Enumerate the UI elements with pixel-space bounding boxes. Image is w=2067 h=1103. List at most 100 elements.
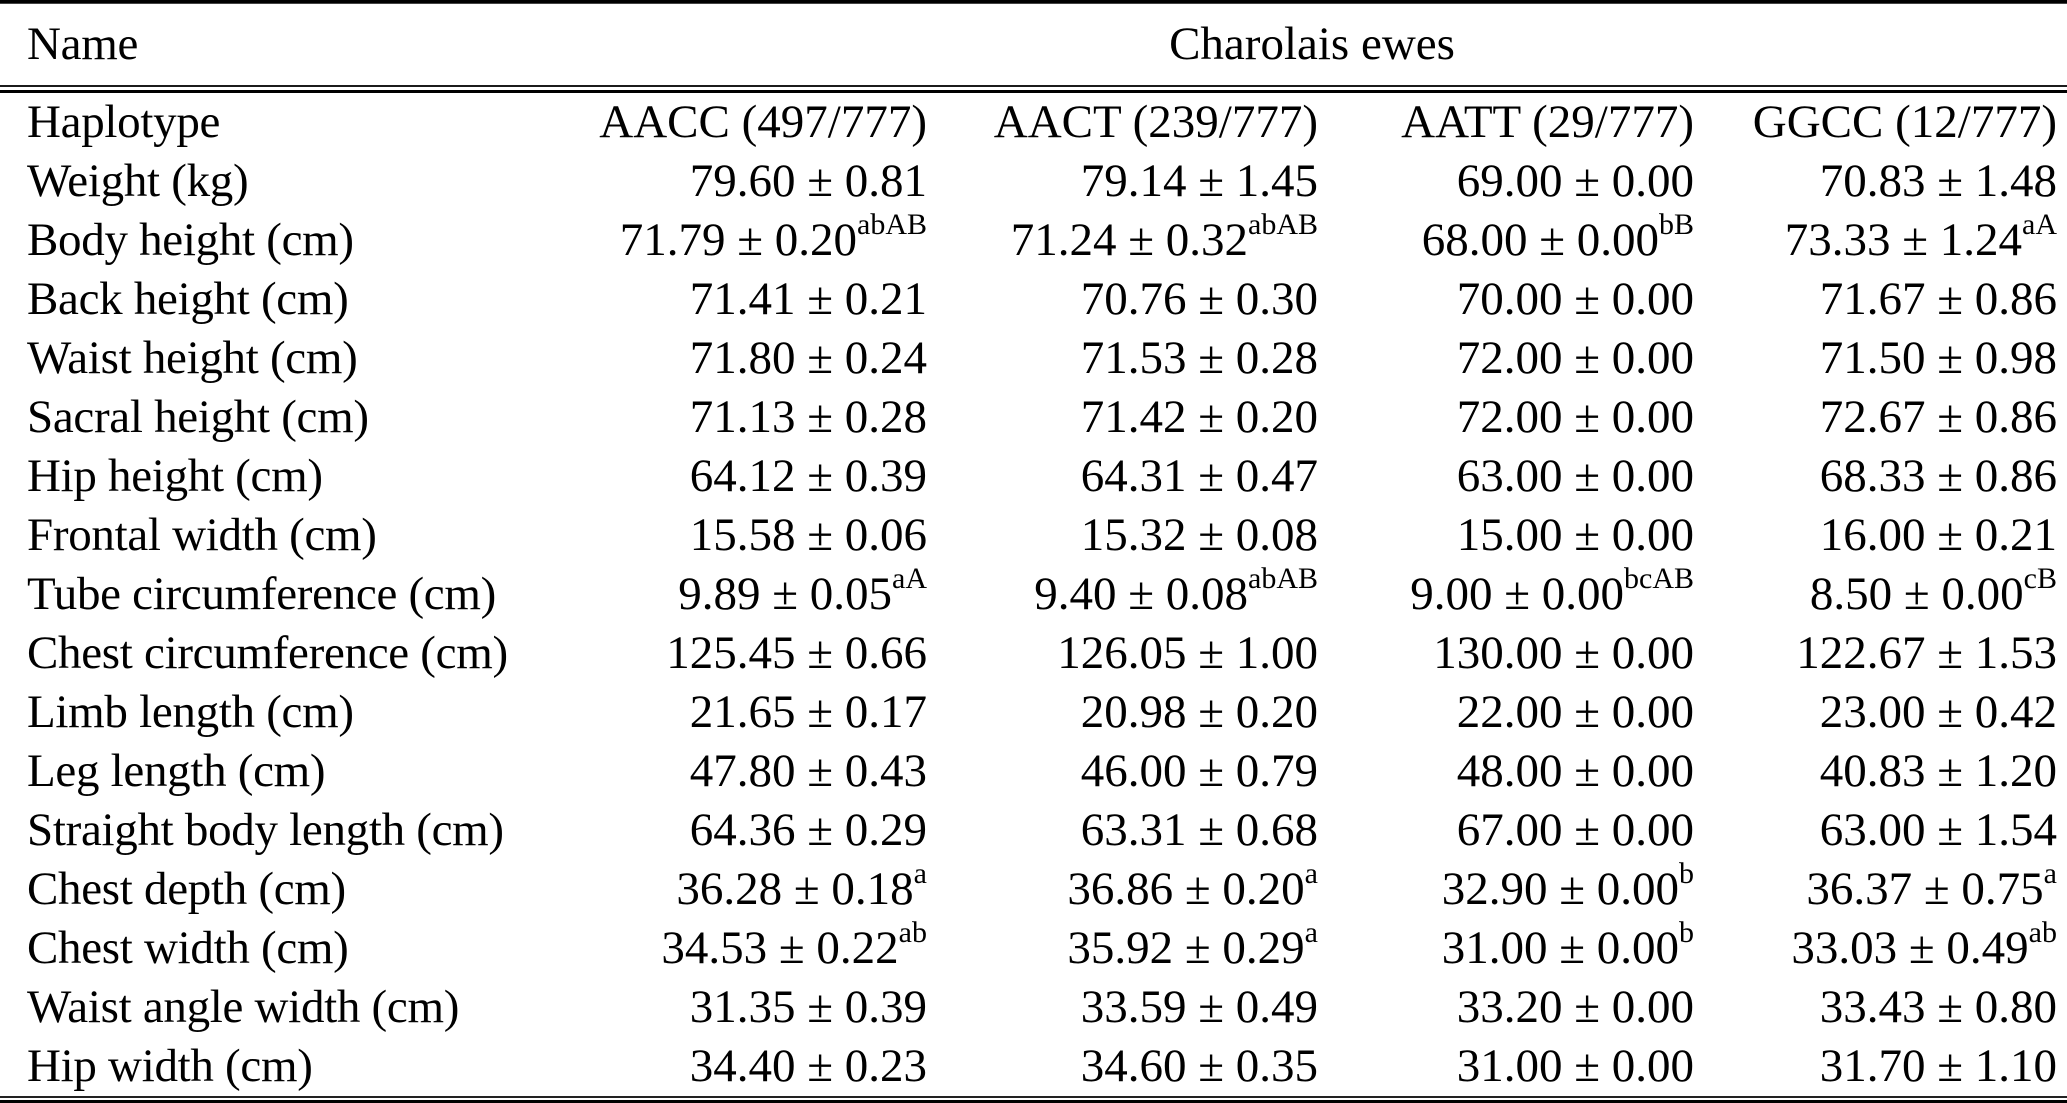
- value-text: 71.53 ± 0.28: [1080, 332, 1318, 384]
- value-text: 34.40 ± 0.23: [689, 1040, 927, 1092]
- table-row: Straight body length (cm) 64.36 ± 0.29 63.…: [0, 801, 2067, 860]
- value-cell: 71.24 ± 0.32abAB: [927, 210, 1318, 266]
- value-cell: 71.53 ± 0.28: [927, 335, 1318, 382]
- value-cell: 71.79 ± 0.20abAB: [567, 210, 927, 264]
- value-cell: 33.20 ± 0.00: [1318, 984, 1694, 1031]
- row-label: Leg length (cm): [27, 745, 326, 797]
- value-text: 40.83 ± 1.20: [1819, 745, 2057, 797]
- significance-superscript: ab: [898, 916, 927, 949]
- value-cell: 8.50 ± 0.00cB: [1694, 564, 2057, 618]
- value-cell: 36.28 ± 0.18a: [567, 859, 927, 915]
- value-cell: 72.00 ± 0.00: [1318, 394, 1694, 441]
- value-text: 9.00 ± 0.00: [1410, 568, 1624, 620]
- value-text: 64.31 ± 0.47: [1080, 450, 1318, 502]
- row-label: Chest width (cm): [27, 922, 349, 974]
- row-label: Tube circumference (cm): [27, 568, 496, 620]
- value-cell: 47.80 ± 0.43: [567, 748, 927, 795]
- value-text: 126.05 ± 1.00: [1057, 627, 1318, 679]
- value-text: 9.89 ± 0.05: [678, 568, 893, 620]
- value-text: 73.33 ± 1.24: [1784, 214, 2023, 266]
- value-cell: 68.00 ± 0.00bB: [1318, 210, 1694, 264]
- value-cell: 72.67 ± 0.86: [1694, 394, 2057, 441]
- value-text: 15.58 ± 0.06: [689, 509, 927, 561]
- value-text: 33.43 ± 0.80: [1819, 981, 2057, 1033]
- value-text: 71.80 ± 0.24: [689, 332, 927, 384]
- value-cell: 70.76 ± 0.30: [927, 276, 1318, 323]
- value-cell: 48.00 ± 0.00: [1318, 748, 1694, 795]
- top-rule: [0, 0, 2067, 4]
- value-text: 79.60 ± 0.81: [689, 155, 927, 207]
- significance-superscript: a: [913, 857, 927, 890]
- value-text: 9.40 ± 0.08: [1034, 568, 1248, 620]
- value-cell: 9.89 ± 0.05aA: [567, 564, 927, 620]
- value-text: 125.45 ± 0.66: [666, 627, 927, 679]
- value-cell: 15.32 ± 0.08: [927, 512, 1318, 559]
- significance-superscript: b: [1679, 916, 1694, 949]
- value-text: 36.37 ± 0.75: [1806, 863, 2044, 915]
- value-text: 31.00 ± 0.00: [1456, 1040, 1694, 1092]
- value-text: 47.80 ± 0.43: [689, 745, 927, 797]
- value-text: 70.76 ± 0.30: [1080, 273, 1318, 325]
- significance-superscript: abAB: [1248, 208, 1318, 241]
- table-row: Waist angle width (cm) 31.35 ± 0.39 33.59 …: [0, 978, 2067, 1037]
- value-cell: 20.98 ± 0.20: [927, 689, 1318, 736]
- table-body: Haplotype AACC (497/777) AACT (239/777) AAT…: [0, 93, 2067, 1096]
- value-text: 69.00 ± 0.00: [1456, 155, 1694, 207]
- value-text: 36.28 ± 0.18: [676, 863, 914, 915]
- value-text: 35.92 ± 0.29: [1067, 922, 1305, 974]
- value-text: 34.53 ± 0.22: [661, 922, 899, 974]
- value-cell: 72.00 ± 0.00: [1318, 335, 1694, 382]
- significance-superscript: aA: [892, 562, 927, 595]
- value-cell: 34.60 ± 0.35: [927, 1043, 1318, 1090]
- value-text: 21.65 ± 0.17: [689, 686, 927, 738]
- value-text: 64.36 ± 0.29: [689, 804, 927, 856]
- value-text: 71.42 ± 0.20: [1080, 391, 1318, 443]
- value-cell: 79.14 ± 1.45: [927, 158, 1318, 205]
- table-row: Body height (cm) 71.79 ± 0.20abAB 71.24 ± …: [0, 210, 2067, 270]
- haplotype-header-row: Haplotype AACC (497/777) AACT (239/777) AAT…: [0, 93, 2067, 152]
- table-row: Back height (cm) 71.41 ± 0.21 70.76 ± 0.30…: [0, 270, 2067, 329]
- value-text: 31.70 ± 1.10: [1819, 1040, 2057, 1092]
- value-text: 33.03 ± 0.49: [1791, 922, 2029, 974]
- value-cell: 63.00 ± 0.00: [1318, 453, 1694, 500]
- value-cell: 9.40 ± 0.08abAB: [927, 564, 1318, 620]
- row-label: Weight (kg): [27, 155, 249, 207]
- group-header: Charolais ewes: [1169, 18, 1455, 70]
- significance-superscript: bB: [1658, 208, 1694, 241]
- value-cell: 64.36 ± 0.29: [567, 807, 927, 854]
- value-cell: 36.86 ± 0.20a: [927, 859, 1318, 913]
- value-text: 71.13 ± 0.28: [689, 391, 927, 443]
- value-cell: 71.13 ± 0.28: [567, 394, 927, 441]
- value-cell: 31.35 ± 0.39: [567, 984, 927, 1031]
- row-label: Waist angle width (cm): [27, 981, 460, 1033]
- table-row: Leg length (cm) 47.80 ± 0.43 46.00 ± 0.79 4…: [0, 742, 2067, 801]
- significance-superscript: a: [1304, 916, 1318, 949]
- value-text: 67.00 ± 0.00: [1456, 804, 1694, 856]
- value-text: 63.00 ± 1.54: [1819, 804, 2057, 856]
- significance-superscript: abAB: [1248, 562, 1318, 595]
- value-cell: 64.31 ± 0.47: [927, 453, 1318, 500]
- value-cell: 70.83 ± 1.48: [1694, 158, 2057, 205]
- value-cell: 122.67 ± 1.53: [1694, 630, 2057, 677]
- value-text: 20.98 ± 0.20: [1080, 686, 1318, 738]
- value-cell: 21.65 ± 0.17: [567, 689, 927, 736]
- row-label: Hip width (cm): [27, 1040, 313, 1092]
- row-label: Limb length (cm): [27, 686, 354, 738]
- row-label: Hip height (cm): [27, 450, 323, 502]
- table-row: Tube circumference (cm) 9.89 ± 0.05aA 9.40…: [0, 564, 2067, 624]
- value-cell: 34.53 ± 0.22ab: [567, 918, 927, 974]
- value-cell: 31.70 ± 1.10: [1694, 1043, 2057, 1090]
- value-cell: 16.00 ± 0.21: [1694, 512, 2057, 559]
- table-row: Limb length (cm) 21.65 ± 0.17 20.98 ± 0.20…: [0, 683, 2067, 742]
- value-cell: 34.40 ± 0.23: [567, 1043, 927, 1090]
- value-cell: 79.60 ± 0.81: [567, 158, 927, 205]
- table-group-header-row: Name Charolais ewes: [0, 4, 2067, 85]
- value-cell: 71.41 ± 0.21: [567, 276, 927, 323]
- value-cell: 125.45 ± 0.66: [567, 630, 927, 677]
- table-row: Chest circumference (cm) 125.45 ± 0.66 126…: [0, 624, 2067, 683]
- value-cell: AACT (239/777): [993, 96, 1318, 148]
- value-cell: 35.92 ± 0.29a: [927, 918, 1318, 974]
- row-label: Body height (cm): [27, 214, 354, 266]
- value-text: 71.67 ± 0.86: [1819, 273, 2057, 325]
- value-text: 71.24 ± 0.32: [1010, 214, 1248, 266]
